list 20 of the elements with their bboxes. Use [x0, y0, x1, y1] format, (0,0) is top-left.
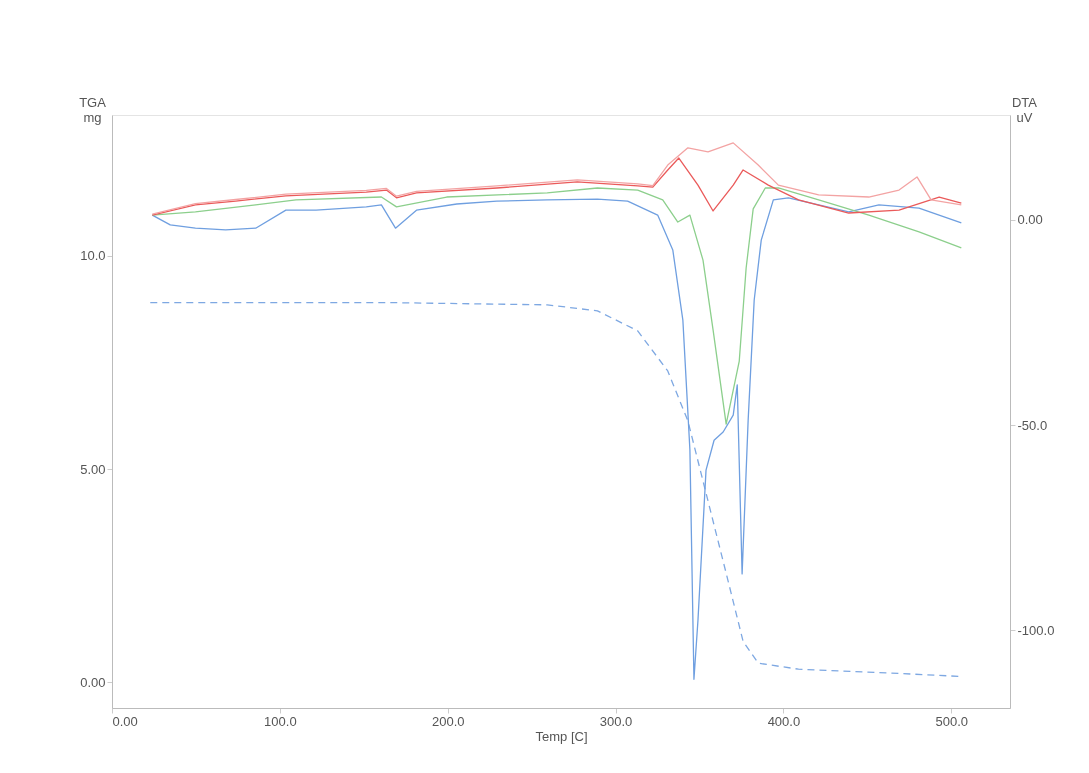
- x-tick-label: 0.00: [112, 713, 138, 729]
- x-tick-label: 200.0: [431, 713, 465, 729]
- line-series: [151, 142, 962, 215]
- y2-tick-label: -100.0: [1017, 622, 1055, 638]
- x-tick-label: 300.0: [599, 713, 633, 729]
- line-series: [149, 302, 961, 678]
- y-axis-title: TGA mg: [79, 94, 107, 125]
- line-series: [151, 197, 962, 680]
- x-tick-label: 400.0: [767, 713, 801, 729]
- y2-tick-label: -50.0: [1017, 417, 1048, 433]
- x-tick-label: 100.0: [264, 713, 297, 729]
- y2-axis-title: DTA uV: [1011, 94, 1038, 125]
- line-series: [151, 187, 962, 425]
- y-tick-label: 5.00: [80, 461, 106, 477]
- y-tick-label: 0.00: [80, 674, 106, 690]
- line-series: [151, 157, 962, 216]
- y2-tick-label: 0.00: [1017, 212, 1043, 228]
- y-tick-label: 10.0: [80, 248, 106, 264]
- x-tick-label: 500.0: [935, 713, 969, 729]
- x-axis-title: Temp [C]: [535, 728, 588, 744]
